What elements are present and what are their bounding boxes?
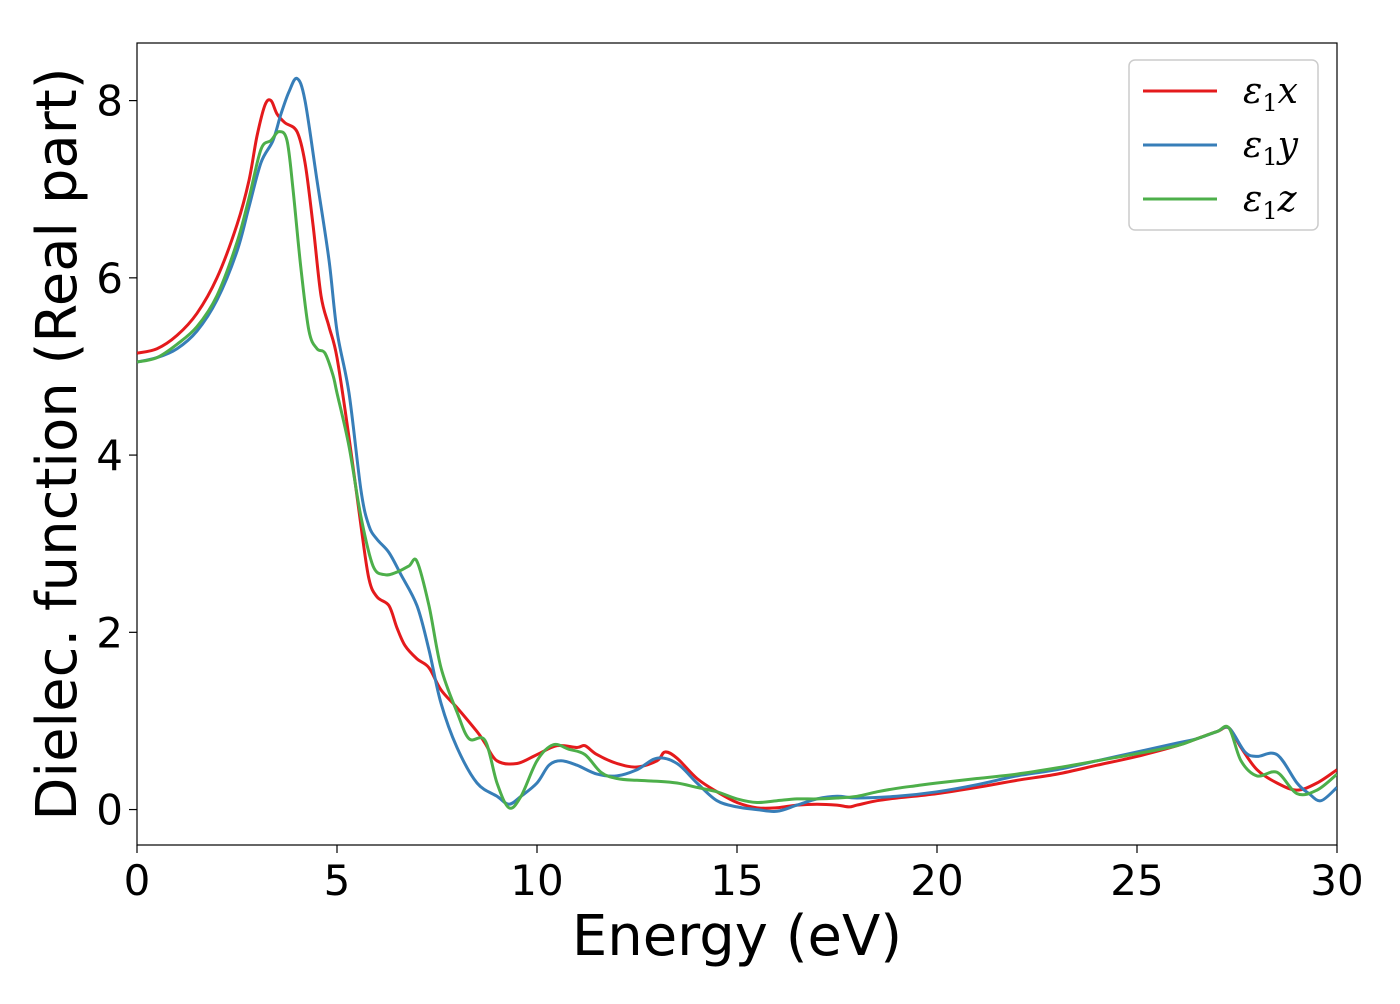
legend-label-z: ε1z — [1243, 179, 1298, 225]
legend-box — [1128, 59, 1319, 231]
legend-label-x: ε1x — [1243, 71, 1298, 117]
y-tick-label: 6 — [96, 254, 123, 303]
y-tick-label: 4 — [96, 431, 123, 480]
x-axis-ticks: 0 5 10 15 20 25 30 — [124, 845, 1364, 905]
series-line-x — [137, 98, 1337, 810]
y-axis-title: Dielec. function (Real part) — [25, 67, 90, 820]
series-group — [137, 76, 1337, 813]
legend-label-y: ε1y — [1243, 125, 1299, 171]
series-line-y — [137, 76, 1337, 813]
y-axis-ticks: 0 2 4 6 8 — [96, 77, 137, 835]
x-tick-label: 15 — [710, 856, 763, 905]
x-tick-label: 0 — [124, 856, 151, 905]
y-tick-label: 8 — [96, 77, 123, 126]
x-tick-label: 25 — [1110, 856, 1163, 905]
y-tick-label: 2 — [96, 608, 123, 657]
x-tick-label: 30 — [1310, 856, 1363, 905]
legend: ε1x ε1y ε1z — [1128, 59, 1319, 231]
y-tick-label: 0 — [96, 786, 123, 835]
x-tick-label: 20 — [910, 856, 963, 905]
x-tick-label: 10 — [510, 856, 563, 905]
x-axis-title: Energy (eV) — [572, 904, 902, 969]
x-tick-label: 5 — [324, 856, 351, 905]
series-line-z — [137, 130, 1337, 810]
